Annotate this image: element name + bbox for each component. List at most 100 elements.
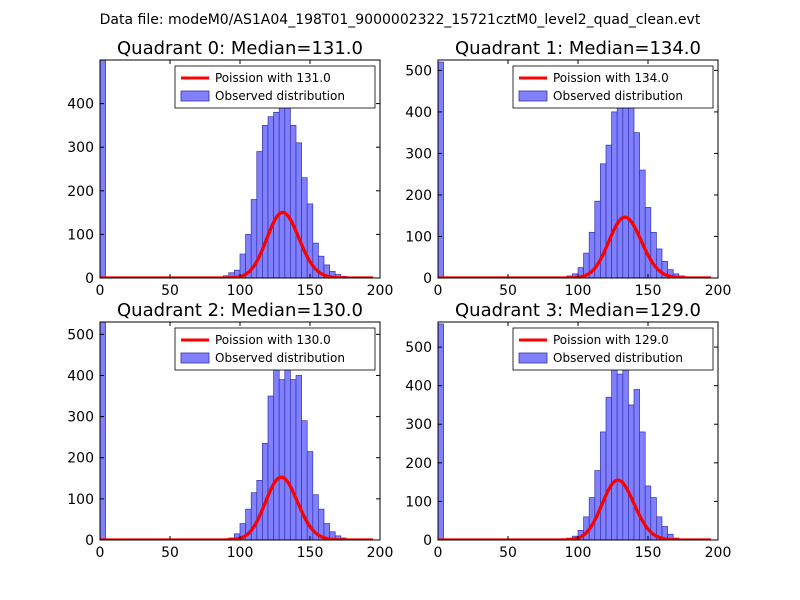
histogram-bar: [628, 94, 635, 278]
histogram-bar: [628, 404, 635, 540]
poisson-curve: [438, 478, 712, 540]
histogram-bar: [633, 132, 640, 278]
figure-suptitle: Data file: modeM0/AS1A04_198T01_90000023…: [100, 12, 701, 28]
legend-label-observed: Observed distribution: [553, 89, 683, 103]
y-tick-label: 0: [423, 533, 432, 549]
y-tick-label: 200: [67, 451, 94, 467]
y-tick-label: 400: [405, 105, 432, 121]
x-tick-label: 150: [297, 283, 324, 299]
histogram-bar: [644, 207, 652, 278]
x-tick-label: 150: [297, 545, 324, 561]
x-tick-label: 100: [565, 283, 592, 299]
histogram-bar: [622, 342, 629, 540]
x-tick-label: 50: [499, 545, 517, 561]
histogram-bar: [605, 396, 612, 540]
histogram-bar: [605, 144, 612, 278]
quadrant-panel-2: Quadrant 2: Median=130.0 0 50 100 150 200 0 100…: [67, 300, 393, 561]
poisson-curve-glow: [100, 475, 374, 540]
legend-bar-swatch: [180, 90, 210, 102]
histogram-bar: [616, 373, 624, 540]
x-tick-label: 150: [635, 545, 662, 561]
y-tick-label: 300: [67, 140, 94, 156]
legend-box: [174, 327, 376, 371]
x-tick-label: 50: [499, 283, 517, 299]
histogram-bar: [306, 203, 314, 278]
quadrant-panel-0: Quadrant 0: Median=131.0 0 50 100 150 200 0 100…: [67, 38, 393, 299]
legend-label-poisson: Poission with 129.0: [553, 333, 669, 347]
histogram-bar: [290, 125, 297, 278]
x-tick-label: 0: [434, 283, 443, 299]
panels: Quadrant 0: Median=131.0 0 50 100 150 200 0 100…: [67, 38, 731, 561]
histogram-bar: [639, 169, 646, 278]
histogram-bar: [267, 395, 274, 540]
y-tick-label: 0: [85, 533, 94, 549]
histogram-bar: [273, 358, 280, 540]
legend-label-observed: Observed distribution: [553, 351, 683, 365]
y-tick-label: 300: [405, 417, 432, 433]
x-tick-label: 200: [367, 283, 394, 299]
panel-title: Quadrant 2: Median=130.0: [117, 300, 363, 321]
poisson-curve-glow: [438, 478, 712, 540]
histogram-bars: [100, 322, 353, 540]
y-tick-label: 300: [405, 146, 432, 162]
poisson-curve: [438, 215, 712, 278]
histogram-bar: [290, 379, 297, 540]
legend-label-observed: Observed distribution: [215, 351, 345, 365]
x-tick-label: 200: [705, 545, 732, 561]
x-tick-label: 100: [565, 545, 592, 561]
histogram-bar: [295, 142, 302, 278]
quadrant-panel-1: Quadrant 1: Median=134.0 0 50 100 150 200 0 100…: [405, 38, 731, 299]
poisson-curve-glow: [438, 215, 712, 278]
poisson-curve-group: [438, 478, 712, 540]
y-tick-label: 100: [67, 227, 94, 243]
x-tick-label: 0: [434, 545, 443, 561]
histogram-bar: [611, 111, 618, 278]
legend: Poission with 131.0 Observed distribution: [174, 65, 376, 109]
y-tick-label: 0: [85, 271, 94, 287]
y-tick-label: 300: [67, 410, 94, 426]
y-tick-label: 400: [67, 368, 94, 384]
y-tick-label: 200: [67, 184, 94, 200]
legend-label-poisson: Poission with 134.0: [553, 71, 669, 85]
poisson-curve-group: [100, 475, 374, 540]
y-tick-label: 500: [405, 340, 432, 356]
poisson-curve-group: [100, 210, 374, 278]
histogram-bars: [438, 61, 696, 278]
x-tick-label: 100: [227, 283, 254, 299]
histogram-bar: [284, 346, 291, 540]
panel-title: Quadrant 1: Median=134.0: [455, 38, 701, 59]
histogram-bar: [100, 60, 106, 278]
histogram-bar: [100, 322, 106, 540]
y-tick-label: 0: [423, 271, 432, 287]
legend-label-poisson: Poission with 131.0: [215, 71, 331, 85]
histogram-bar: [667, 533, 674, 540]
histogram-bar: [278, 98, 286, 278]
histogram-bar: [295, 375, 302, 540]
quadrant-panel-3: Quadrant 3: Median=129.0 0 50 100 150 200 0 100…: [405, 300, 731, 561]
histogram-bar: [250, 492, 258, 540]
histogram-bar: [267, 116, 274, 278]
panel-title: Quadrant 3: Median=129.0: [455, 300, 701, 321]
histogram-bar: [438, 323, 444, 540]
legend-bar-swatch: [518, 352, 548, 364]
x-tick-label: 100: [227, 545, 254, 561]
legend: Poission with 130.0 Observed distribution: [174, 327, 376, 371]
poisson-curve: [100, 475, 374, 540]
panel-title: Quadrant 0: Median=131.0: [117, 38, 363, 59]
histogram-bar: [301, 177, 308, 278]
y-tick-label: 500: [67, 327, 94, 343]
legend-label-observed: Observed distribution: [215, 89, 345, 103]
histogram-bar: [262, 442, 269, 540]
y-tick-label: 400: [67, 97, 94, 113]
histogram-bar: [278, 379, 286, 540]
poisson-curve-group: [438, 215, 712, 278]
y-tick-label: 200: [405, 188, 432, 204]
histogram-bar: [650, 231, 657, 278]
histogram-bar: [273, 111, 280, 278]
y-tick-label: 100: [405, 494, 432, 510]
histogram-bar: [622, 99, 629, 278]
x-tick-label: 200: [367, 545, 394, 561]
x-tick-label: 150: [635, 283, 662, 299]
histogram-bars: [438, 323, 685, 540]
